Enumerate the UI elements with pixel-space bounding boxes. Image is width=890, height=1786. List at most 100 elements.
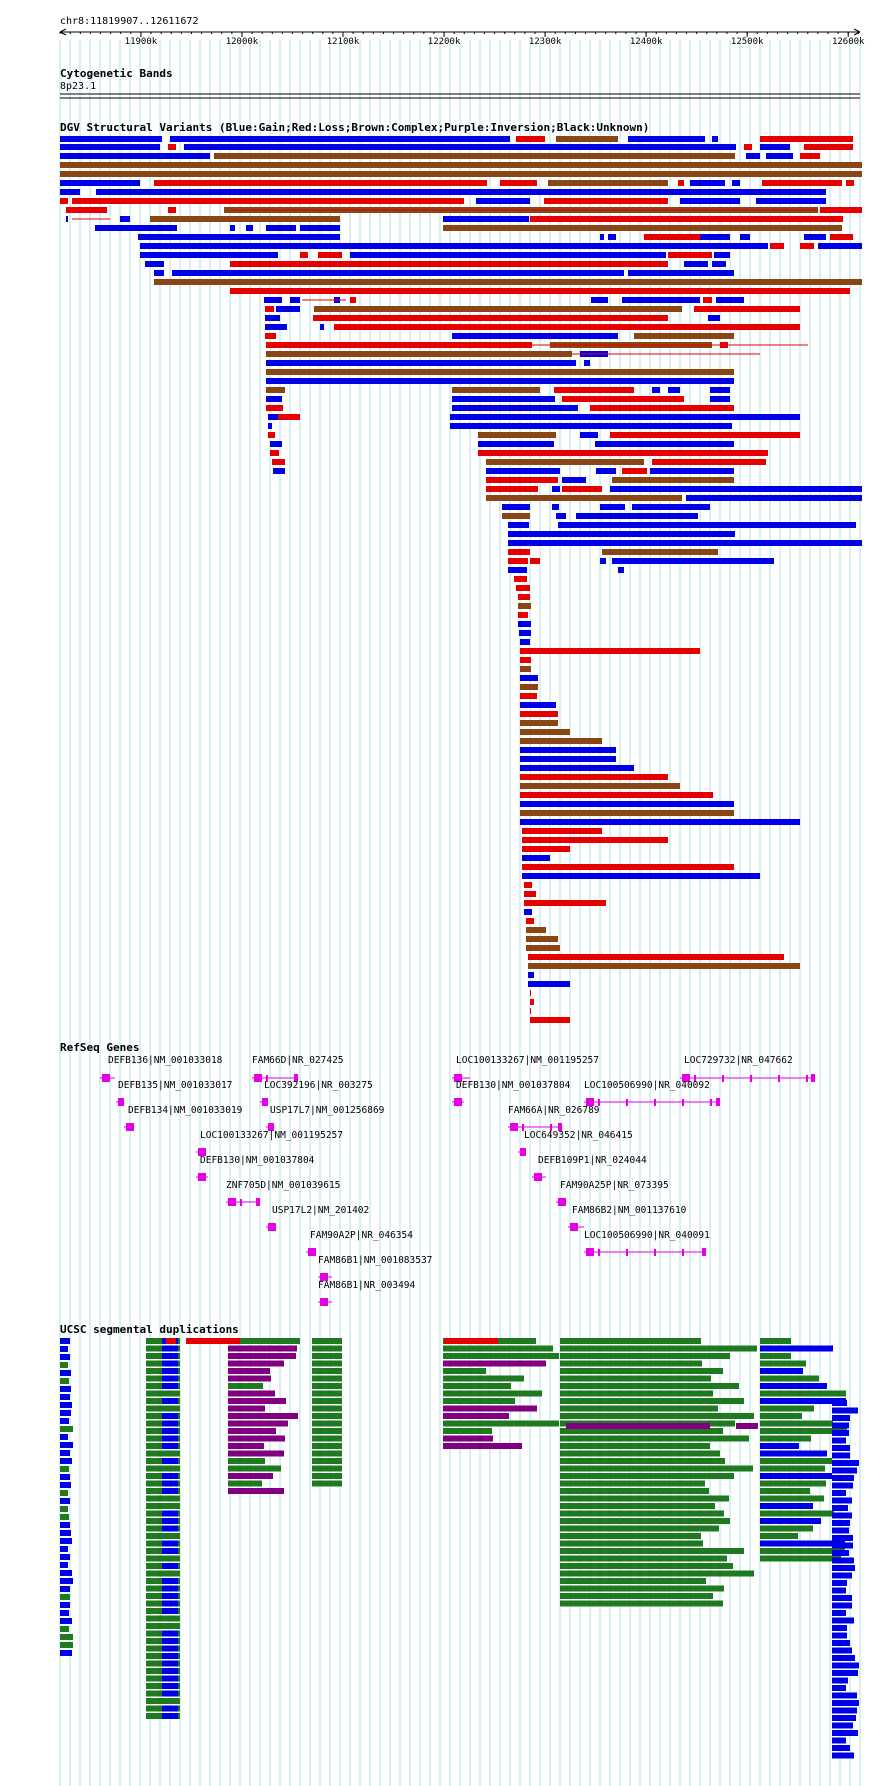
gene-exon[interactable]	[198, 1173, 206, 1181]
segdup-bar[interactable]	[146, 1533, 180, 1539]
dgv-variant-bar[interactable]	[60, 153, 210, 159]
segdup-bar[interactable]	[832, 1535, 853, 1541]
segdup-bar[interactable]	[312, 1420, 342, 1427]
segdup-bar[interactable]	[832, 1752, 854, 1759]
segdup-bar[interactable]	[760, 1503, 813, 1509]
segdup-bar[interactable]	[760, 1473, 832, 1479]
segdup-bar[interactable]	[60, 1482, 71, 1488]
segdup-bar[interactable]	[162, 1675, 178, 1682]
gene-exon[interactable]	[626, 1249, 628, 1256]
dgv-variant-bar[interactable]	[486, 486, 538, 492]
segdup-bar[interactable]	[760, 1420, 833, 1427]
gene-exon[interactable]	[654, 1099, 656, 1106]
dgv-variant-bar[interactable]	[443, 225, 842, 231]
refseq-track[interactable]: RefSeq Genes DEFB136|NM_001033018 FAM66D|…	[60, 1041, 815, 1306]
dgv-variant-bar[interactable]	[800, 153, 820, 159]
segdup-bar[interactable]	[560, 1383, 739, 1389]
dgv-variant-bar[interactable]	[634, 333, 734, 339]
gene-exon[interactable]	[558, 1198, 566, 1206]
gene-label[interactable]: LOC100506990|NR_040092	[584, 1080, 710, 1091]
dgv-variant-bar[interactable]	[590, 405, 734, 411]
segdup-bar[interactable]	[832, 1407, 858, 1414]
segdup-bar[interactable]	[162, 1683, 178, 1689]
segdup-bar[interactable]	[146, 1615, 180, 1622]
dgv-variant-bar[interactable]	[520, 675, 538, 681]
dgv-variant-bar[interactable]	[60, 171, 862, 177]
segdup-bar[interactable]	[312, 1413, 342, 1419]
segdup-bar[interactable]	[443, 1435, 493, 1442]
dgv-variant-bar[interactable]	[168, 207, 176, 213]
segdup-bar[interactable]	[760, 1428, 847, 1434]
segdup-bar[interactable]	[162, 1353, 178, 1359]
segdup-bar[interactable]	[60, 1602, 70, 1608]
segdup-track[interactable]: UCSC segmental duplications	[60, 1323, 859, 1759]
segdup-bar[interactable]	[312, 1353, 342, 1359]
dgv-variant-bar[interactable]	[600, 504, 625, 510]
dgv-variant-bar[interactable]	[145, 261, 164, 267]
segdup-bar[interactable]	[162, 1398, 178, 1404]
gene-exon[interactable]	[811, 1074, 815, 1082]
dgv-variant-bar[interactable]	[486, 495, 682, 501]
dgv-variant-bar[interactable]	[760, 144, 790, 150]
dgv-variant-bar[interactable]	[694, 306, 800, 312]
segdup-bar[interactable]	[832, 1677, 848, 1684]
gene-exon[interactable]	[240, 1199, 242, 1206]
segdup-bar[interactable]	[60, 1338, 70, 1344]
segdup-bar[interactable]	[832, 1745, 850, 1751]
gene-label[interactable]: DEFB134|NM_001033019	[128, 1105, 243, 1116]
dgv-variant-bar[interactable]	[265, 333, 276, 339]
dgv-variant-bar[interactable]	[562, 477, 586, 483]
gene-exon[interactable]	[586, 1248, 594, 1256]
segdup-bar[interactable]	[560, 1353, 730, 1359]
segdup-bar[interactable]	[60, 1354, 70, 1360]
segdup-bar[interactable]	[560, 1600, 723, 1607]
segdup-bar[interactable]	[443, 1368, 486, 1374]
segdup-bar[interactable]	[832, 1655, 855, 1661]
segdup-bar[interactable]	[443, 1428, 492, 1434]
dgv-track[interactable]: DGV Structural Variants (Blue:Gain;Red:L…	[60, 121, 862, 1023]
segdup-bar[interactable]	[60, 1402, 72, 1408]
segdup-bar[interactable]	[60, 1642, 73, 1648]
dgv-variant-bar[interactable]	[266, 351, 572, 357]
dgv-variant-bar[interactable]	[830, 234, 853, 240]
dgv-variant-bar[interactable]	[518, 612, 528, 618]
dgv-variant-bar[interactable]	[528, 963, 800, 969]
segdup-bar[interactable]	[146, 1503, 180, 1509]
segdup-bar[interactable]	[228, 1458, 265, 1464]
segdup-bar[interactable]	[560, 1465, 753, 1472]
dgv-variant-bar[interactable]	[556, 513, 566, 519]
dgv-variant-bar[interactable]	[516, 585, 530, 591]
dgv-variant-bar[interactable]	[528, 954, 784, 960]
segdup-bar[interactable]	[228, 1338, 300, 1344]
dgv-variant-bar[interactable]	[820, 207, 862, 213]
dgv-variant-bar[interactable]	[502, 504, 530, 510]
segdup-bar[interactable]	[560, 1503, 715, 1509]
dgv-variant-bar[interactable]	[530, 1017, 570, 1023]
dgv-variant-bar[interactable]	[290, 297, 300, 303]
segdup-bar[interactable]	[832, 1460, 859, 1466]
gene-label[interactable]: LOC392196|NR_003275	[264, 1080, 373, 1091]
dgv-variant-bar[interactable]	[644, 234, 700, 240]
dgv-variant-bar[interactable]	[770, 243, 784, 249]
segdup-bar[interactable]	[560, 1360, 702, 1367]
dgv-variant-bar[interactable]	[60, 162, 862, 168]
segdup-bar[interactable]	[228, 1390, 275, 1397]
gene-label[interactable]: USP17L7|NM_001256869	[270, 1105, 385, 1116]
segdup-bar[interactable]	[162, 1690, 178, 1697]
dgv-variant-bar[interactable]	[804, 144, 853, 150]
segdup-bar[interactable]	[560, 1488, 709, 1494]
segdup-bar[interactable]	[312, 1443, 342, 1449]
segdup-bar[interactable]	[760, 1390, 846, 1397]
segdup-bar[interactable]	[832, 1520, 850, 1526]
dgv-variant-bar[interactable]	[266, 342, 532, 348]
dgv-variant-bar[interactable]	[518, 603, 531, 609]
segdup-bar[interactable]	[228, 1405, 265, 1412]
segdup-bar[interactable]	[146, 1495, 180, 1502]
dgv-variant-bar[interactable]	[266, 369, 734, 375]
segdup-bar[interactable]	[560, 1585, 724, 1592]
segdup-bar[interactable]	[60, 1362, 68, 1368]
segdup-bar[interactable]	[560, 1570, 754, 1577]
segdup-bar[interactable]	[736, 1423, 758, 1429]
gene-label[interactable]: USP17L2|NM_201402	[272, 1205, 369, 1216]
dgv-variant-bar[interactable]	[266, 378, 734, 384]
